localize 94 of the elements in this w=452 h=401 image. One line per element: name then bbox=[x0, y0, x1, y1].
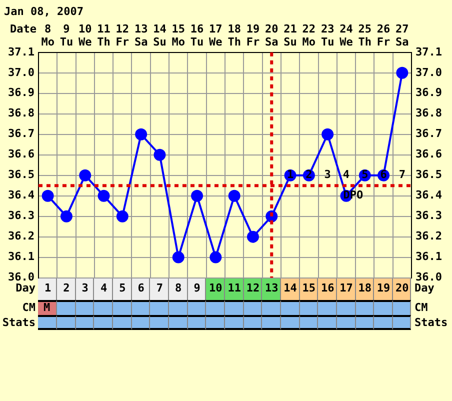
x-tick-label: 12 Fr bbox=[116, 22, 130, 49]
y-tick-label: 36.9 bbox=[8, 86, 34, 100]
point bbox=[228, 190, 240, 202]
point bbox=[135, 128, 148, 140]
y-tick-label: 36.4 bbox=[8, 188, 35, 202]
x-tick-label: 17 We bbox=[209, 22, 223, 49]
point bbox=[396, 66, 408, 79]
point bbox=[191, 190, 204, 202]
x2-tick-label: 6 bbox=[138, 281, 145, 294]
text: Stats bbox=[2, 316, 36, 329]
y2-tick-label: 36.8 bbox=[416, 106, 442, 120]
x-tick-label: 10 We bbox=[78, 22, 92, 49]
x-tick-label: 11 Th bbox=[97, 22, 111, 49]
annotation: 6 bbox=[380, 168, 388, 182]
x2-tick-label: 19 bbox=[376, 281, 390, 294]
x-tick-label: 27 Sa bbox=[396, 22, 409, 49]
x-tick-label: 23 Tu bbox=[320, 22, 334, 49]
point bbox=[246, 230, 259, 243]
x-tick-label: 20 Sa bbox=[265, 22, 278, 49]
annotation: 5 bbox=[362, 168, 368, 182]
x-tick-label: 13 Sa bbox=[134, 22, 148, 49]
x-tick-label: 21 Su bbox=[284, 22, 298, 49]
x2-tick-label: 15 bbox=[302, 281, 316, 294]
x2-tick-label: 13 bbox=[265, 281, 278, 294]
x-tick-label: 26 Fr bbox=[376, 22, 391, 49]
y2-tick-label: 36.2 bbox=[416, 230, 442, 243]
x2-tick-label: 8 bbox=[175, 281, 182, 294]
y2-tick-label: 36.6 bbox=[416, 148, 442, 161]
y-tick-label: 37.1 bbox=[8, 45, 35, 58]
point bbox=[154, 148, 166, 161]
y-tick-label: 36.1 bbox=[8, 250, 35, 264]
y2-tick-label: 36.1 bbox=[416, 250, 442, 264]
x-axis-title: Date bbox=[10, 22, 37, 36]
y-tick-label: 36.7 bbox=[8, 127, 34, 140]
text: CM bbox=[22, 300, 36, 314]
x2-tick-label: 7 bbox=[156, 281, 164, 294]
x-tick-label: 24 We bbox=[340, 22, 354, 49]
x-tick-label: 19 Fr bbox=[246, 22, 260, 49]
point bbox=[79, 169, 92, 182]
x2-tick-label: 5 bbox=[119, 281, 126, 294]
point bbox=[116, 210, 128, 222]
x2-axis-title: Day bbox=[414, 282, 435, 295]
y2-tick-label: 37.0 bbox=[416, 66, 442, 79]
text: M bbox=[43, 300, 50, 315]
y2-tick-label: 36.5 bbox=[416, 168, 442, 182]
x2-tick-label: 17 bbox=[340, 281, 353, 294]
annotation: 3 bbox=[324, 168, 331, 182]
point bbox=[172, 251, 184, 264]
x-tick-label: 15 Mo bbox=[172, 22, 186, 49]
x-tick-label: 22 Mo bbox=[302, 22, 316, 49]
text: CM bbox=[414, 300, 428, 315]
point bbox=[42, 190, 54, 202]
y-tick-label: 36.5 bbox=[8, 168, 34, 182]
point bbox=[210, 251, 222, 264]
x-tick-label: 16 Tu bbox=[190, 22, 204, 49]
annotation: 7 bbox=[398, 168, 406, 182]
chart-title: Jan 08, 2007 bbox=[4, 4, 84, 18]
x2-tick-label: 11 bbox=[228, 281, 242, 294]
point bbox=[322, 128, 334, 140]
x2-tick-label: 4 bbox=[100, 281, 108, 294]
x2-tick-label: 3 bbox=[82, 281, 88, 294]
y2-tick-label: 36.3 bbox=[416, 209, 442, 222]
point bbox=[98, 190, 110, 202]
x-tick-label: 9 Tu bbox=[60, 22, 74, 49]
point bbox=[60, 210, 72, 222]
y-tick-label: 37.0 bbox=[8, 66, 34, 79]
x2-tick-label: 12 bbox=[246, 281, 260, 294]
x2-tick-label: 18 bbox=[358, 281, 372, 294]
x2-tick-label: 2 bbox=[63, 281, 70, 294]
y2-tick-label: 36.0 bbox=[416, 270, 442, 284]
y-tick-label: 36.6 bbox=[8, 148, 35, 161]
x2-tick-label: 20 bbox=[396, 281, 409, 294]
text: Day bbox=[16, 282, 36, 295]
x2-tick-label: 16 bbox=[320, 281, 335, 294]
x-tick-label: 25 Th bbox=[358, 22, 372, 49]
annotation: 2 bbox=[306, 168, 312, 182]
x-tick-label: 18 Th bbox=[228, 22, 241, 49]
y2-tick-label: 37.1 bbox=[416, 45, 442, 58]
y2-tick-label: 36.4 bbox=[416, 188, 442, 202]
y2-tick-label: 36.9 bbox=[416, 86, 442, 100]
x-tick-label: 14 Su bbox=[153, 22, 167, 49]
text: Stats bbox=[414, 314, 448, 330]
y-tick-label: 36.2 bbox=[8, 230, 34, 243]
annotation: 1 bbox=[286, 168, 294, 182]
annotation: 4 bbox=[342, 168, 350, 182]
y-tick-label: 36.3 bbox=[8, 209, 34, 222]
y2-tick-label: 36.7 bbox=[416, 127, 442, 140]
y-tick-label: 36.0 bbox=[8, 270, 34, 284]
x2-tick-label: 14 bbox=[284, 281, 298, 294]
x2-tick-label: 1 bbox=[44, 281, 52, 294]
x2-tick-label: 10 bbox=[209, 281, 222, 294]
y-tick-label: 36.8 bbox=[8, 106, 34, 120]
x2-tick-label: 9 bbox=[194, 281, 200, 294]
x-tick-label: 8 Mo bbox=[41, 22, 55, 49]
